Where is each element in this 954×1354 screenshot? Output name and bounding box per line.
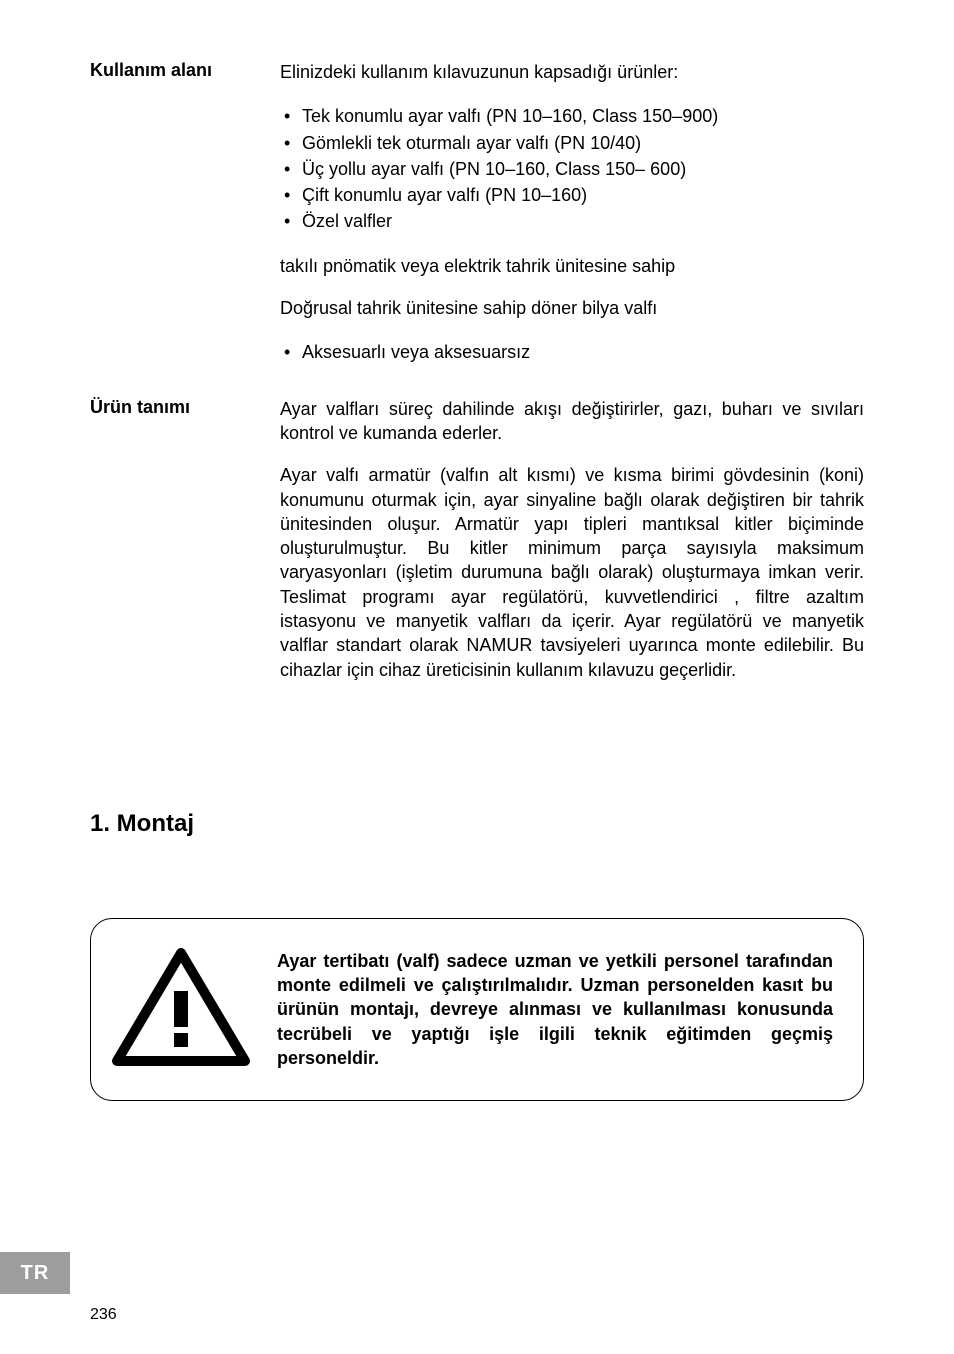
usage-area-after1: takılı pnömatik veya elektrik tahrik üni… xyxy=(280,254,864,278)
usage-area-after2: Doğrusal tahrik ünitesine sahip döner bi… xyxy=(280,296,864,320)
list-item: Çift konumlu ayar valfı (PN 10–160) xyxy=(280,183,864,207)
usage-area-content: Elinizdeki kullanım kılavuzunun kapsadığ… xyxy=(280,60,864,389)
usage-area-bullets2: Aksesuarlı veya aksesuarsız xyxy=(280,340,864,364)
warning-text: Ayar tertibatı (valf) sadece uzman ve ye… xyxy=(277,949,833,1070)
warning-box: Ayar tertibatı (valf) sadece uzman ve ye… xyxy=(90,918,864,1101)
product-desc-p2: Ayar valfı armatür (valfın alt kısmı) ve… xyxy=(280,463,864,682)
list-item: Üç yollu ayar valfı (PN 10–160, Class 15… xyxy=(280,157,864,181)
usage-area-row: Kullanım alanı Elinizdeki kullanım kılav… xyxy=(90,60,864,389)
usage-area-label: Kullanım alanı xyxy=(90,60,280,389)
section-heading: 1. Montaj xyxy=(90,810,864,838)
list-item: Özel valfler xyxy=(280,209,864,233)
product-desc-row: Ürün tanımı Ayar valfları süreç dahilind… xyxy=(90,397,864,700)
product-desc-content: Ayar valfları süreç dahilinde akışı deği… xyxy=(280,397,864,700)
product-desc-label: Ürün tanımı xyxy=(90,397,280,700)
warning-triangle-icon xyxy=(111,947,251,1072)
language-tab: TR xyxy=(0,1252,70,1294)
page-number: 236 xyxy=(90,1306,117,1324)
document-page: Kullanım alanı Elinizdeki kullanım kılav… xyxy=(0,0,954,1354)
list-item: Gömlekli tek oturmalı ayar valfı (PN 10/… xyxy=(280,131,864,155)
usage-area-intro: Elinizdeki kullanım kılavuzunun kapsadığ… xyxy=(280,60,864,84)
product-desc-p1: Ayar valfları süreç dahilinde akışı deği… xyxy=(280,397,864,446)
list-item: Tek konumlu ayar valfı (PN 10–160, Class… xyxy=(280,104,864,128)
usage-area-bullets: Tek konumlu ayar valfı (PN 10–160, Class… xyxy=(280,104,864,233)
list-item: Aksesuarlı veya aksesuarsız xyxy=(280,340,864,364)
